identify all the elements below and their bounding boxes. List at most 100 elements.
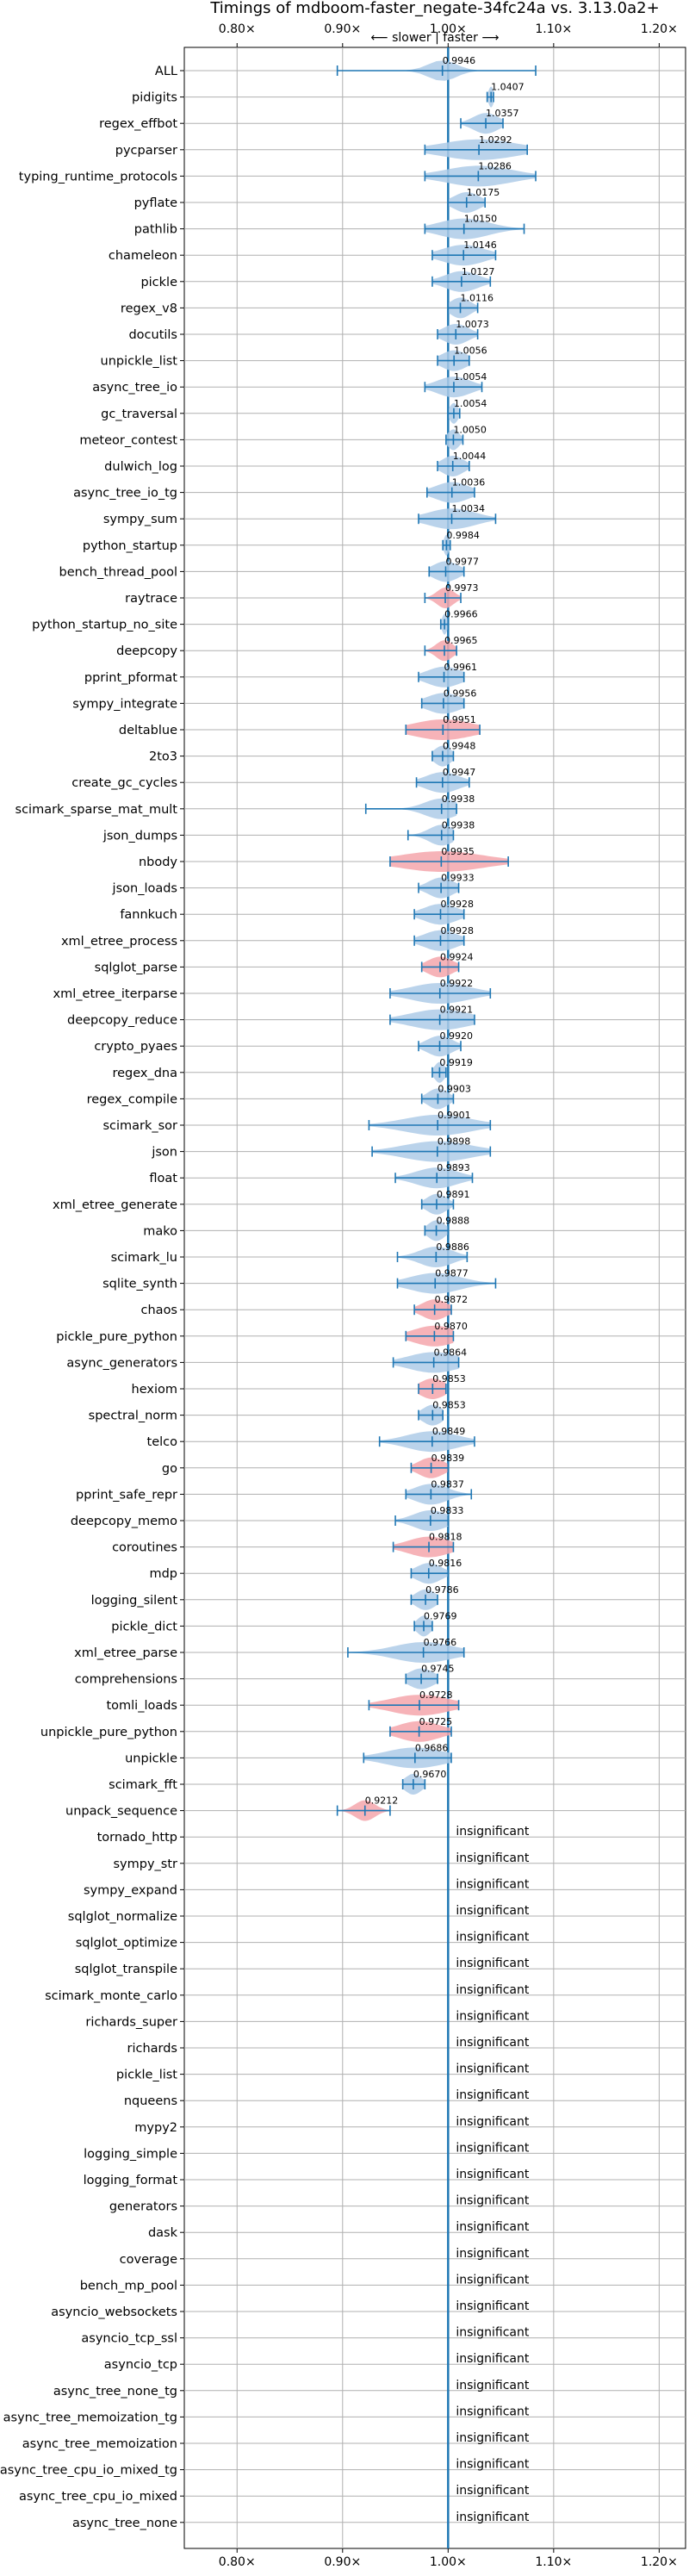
- benchmark-label: tomli_loads: [106, 1699, 177, 1713]
- x-tick-label-top: 0.80×: [219, 22, 256, 36]
- benchmark-label: logging_format: [84, 2174, 178, 2187]
- benchmark-label: chaos: [141, 1304, 177, 1317]
- value-label: 0.9728: [419, 1689, 453, 1701]
- benchmark-label: bench_mp_pool: [80, 2279, 177, 2293]
- benchmark-label: nbody: [139, 856, 177, 869]
- value-label: 0.9877: [435, 1268, 469, 1279]
- value-label: 0.9212: [365, 1795, 399, 1807]
- insignificant-label: insignificant: [456, 2299, 530, 2313]
- value-label: 0.9948: [443, 741, 476, 752]
- x-tick-label-bottom: 0.90×: [324, 2555, 361, 2569]
- benchmark-label: sqlglot_parse: [95, 961, 177, 974]
- value-label: 0.9922: [440, 978, 474, 989]
- value-label: 1.0407: [491, 82, 525, 93]
- value-label: 0.9903: [438, 1083, 471, 1094]
- benchmark-label: async_tree_none: [72, 2517, 177, 2530]
- value-label: 1.0150: [464, 214, 498, 225]
- benchmark-label: pickle_dict: [111, 1620, 177, 1633]
- value-label: 0.9853: [432, 1373, 466, 1384]
- benchmark-label: dulwich_log: [104, 460, 177, 474]
- value-label: 1.0034: [451, 503, 485, 514]
- benchmark-label: unpickle_list: [101, 355, 178, 369]
- benchmark-label: pickle_pure_python: [56, 1330, 177, 1344]
- benchmark-label: bench_thread_pool: [59, 565, 177, 579]
- benchmark-label: logging_simple: [84, 2147, 177, 2161]
- benchmark-label: unpack_sequence: [65, 1805, 177, 1819]
- plot-area: 0.80× 0.80× 0.90× 0.90× 1.00× 1.00× 1.10× 1.10×…: [0, 22, 686, 2569]
- value-label: 1.0357: [486, 108, 519, 119]
- benchmark-label: pprint_pformat: [84, 671, 177, 685]
- value-label: 1.0146: [463, 240, 497, 251]
- value-label: 0.9965: [444, 635, 478, 646]
- benchmark-label: coroutines: [112, 1541, 177, 1555]
- benchmark-label: crypto_pyaes: [94, 1040, 177, 1054]
- value-label: 0.9686: [415, 1742, 449, 1753]
- insignificant-label: insignificant: [456, 2326, 530, 2340]
- benchmark-label: unpickle: [125, 1752, 177, 1765]
- x-tick-label-bottom: 0.80×: [219, 2555, 256, 2569]
- value-label: 0.9853: [432, 1400, 466, 1411]
- benchmark-label: mypy2: [134, 2121, 177, 2135]
- value-label: 0.9928: [440, 899, 474, 910]
- plot-frame: [183, 47, 686, 2549]
- benchmark-label: regex_compile: [87, 1092, 177, 1106]
- value-label: 0.9725: [419, 1716, 453, 1727]
- insignificant-label: insignificant: [456, 1957, 530, 1970]
- benchmark-label: sympy_integrate: [72, 697, 177, 711]
- insignificant-label: insignificant: [456, 2273, 530, 2287]
- benchmark-label: typing_runtime_protocols: [19, 170, 177, 184]
- benchmark-label: pickle: [140, 276, 177, 289]
- benchmark-label: async_tree_memoization_tg: [3, 2411, 177, 2424]
- value-label: 0.9849: [432, 1426, 466, 1437]
- benchmark-label: pyflate: [134, 196, 177, 210]
- value-label: 1.0054: [454, 398, 487, 409]
- value-label: 1.0050: [453, 424, 487, 435]
- value-label: 0.9977: [445, 556, 479, 567]
- benchmark-label: python_startup: [83, 539, 177, 553]
- value-label: 0.9745: [421, 1664, 454, 1675]
- x-tick-label-top: 1.10×: [535, 22, 572, 36]
- value-label: 0.9984: [446, 530, 480, 541]
- value-label: 0.9966: [444, 609, 478, 620]
- insignificant-label: insignificant: [456, 2247, 530, 2261]
- value-label: 0.9891: [437, 1189, 470, 1200]
- benchmark-label: asyncio_tcp: [104, 2358, 177, 2372]
- insignificant-label: insignificant: [456, 1904, 530, 1918]
- value-label: 0.9833: [431, 1505, 464, 1516]
- value-label: 0.9946: [443, 55, 476, 66]
- benchmark-label: sqlglot_normalize: [68, 1910, 177, 1924]
- benchmark-label: deepcopy_reduce: [67, 1014, 177, 1028]
- benchmark-label: xml_etree_iterparse: [53, 987, 178, 1001]
- value-label: 1.0286: [478, 160, 512, 171]
- value-label: 0.9786: [425, 1584, 459, 1596]
- benchmark-label: scimark_fft: [109, 1778, 177, 1792]
- benchmark-label: async_tree_io_tg: [73, 487, 177, 501]
- insignificant-label: insignificant: [456, 1851, 530, 1865]
- benchmark-label: deepcopy: [116, 644, 177, 658]
- insignificant-label: insignificant: [456, 2484, 530, 2498]
- insignificant-label: insignificant: [456, 1825, 530, 1839]
- benchmark-label: asyncio_tcp_ssl: [81, 2332, 177, 2346]
- value-label: 1.0054: [454, 371, 487, 383]
- benchmark-label: async_tree_memoization: [22, 2437, 177, 2451]
- insignificant-label: insignificant: [456, 2194, 530, 2208]
- benchmark-label: pidigits: [132, 91, 177, 105]
- benchmark-label: sqlite_synth: [102, 1278, 177, 1291]
- benchmark-label: async_generators: [66, 1356, 177, 1370]
- benchmark-label: fannkuch: [120, 908, 177, 922]
- value-label: 0.9938: [442, 819, 475, 831]
- value-label: 0.9888: [437, 1215, 470, 1226]
- value-label: 0.9920: [440, 1030, 474, 1042]
- value-label: 1.0044: [453, 451, 487, 462]
- insignificant-label: insignificant: [456, 2458, 530, 2472]
- benchmark-label: scimark_sparse_mat_mult: [16, 803, 178, 817]
- benchmark-label: python_startup_no_site: [32, 619, 177, 632]
- value-label: 0.9973: [445, 582, 479, 594]
- value-label: 0.9766: [424, 1637, 457, 1648]
- chart-title: Timings of mdboom-faster_negate-34fc24a …: [209, 0, 659, 17]
- benchmark-label: xml_etree_parse: [74, 1646, 177, 1660]
- value-label: 0.9933: [441, 873, 475, 884]
- direction-label: ⟵ slower | faster ⟶: [371, 31, 500, 45]
- benchmark-label: dask: [148, 2226, 178, 2240]
- insignificant-label: insignificant: [456, 2405, 530, 2418]
